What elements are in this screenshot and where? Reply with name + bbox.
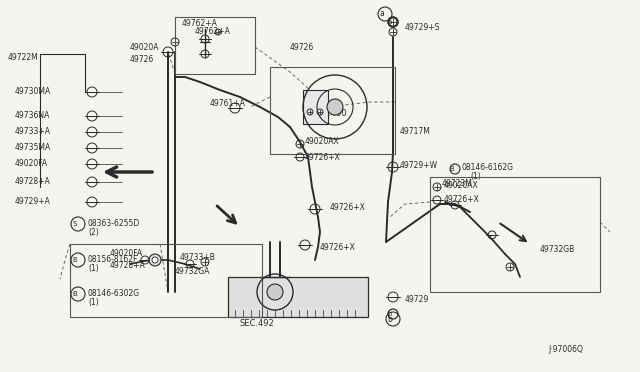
Text: 49732GA: 49732GA — [175, 267, 211, 276]
Text: 49728+A: 49728+A — [15, 177, 51, 186]
Text: a: a — [380, 10, 385, 19]
Text: 49733+B: 49733+B — [180, 253, 216, 263]
Circle shape — [149, 254, 161, 266]
Bar — [70, 244, 262, 317]
Text: 49762+A: 49762+A — [195, 28, 231, 36]
Text: (1): (1) — [470, 171, 481, 180]
Text: 49762+A: 49762+A — [182, 19, 218, 29]
Circle shape — [327, 99, 343, 115]
Text: 08156-8162F: 08156-8162F — [88, 256, 138, 264]
Text: 49733+A: 49733+A — [15, 128, 51, 137]
Text: SEC.492: SEC.492 — [240, 320, 275, 328]
Text: SEC.490: SEC.490 — [312, 109, 348, 119]
Text: a: a — [388, 19, 392, 25]
Text: (1): (1) — [88, 298, 99, 307]
Text: 49735MA: 49735MA — [15, 144, 51, 153]
Text: 49726+X: 49726+X — [305, 153, 341, 161]
Text: B: B — [450, 166, 454, 172]
Text: 49761+A: 49761+A — [210, 99, 246, 109]
Text: 08146-6302G: 08146-6302G — [88, 289, 140, 298]
Text: 49728+A: 49728+A — [110, 260, 146, 269]
Text: 49729: 49729 — [405, 295, 429, 304]
Text: 49726+X: 49726+X — [330, 202, 366, 212]
Text: B: B — [72, 257, 77, 263]
Text: b: b — [388, 311, 392, 317]
Text: 49717M: 49717M — [400, 128, 431, 137]
Text: 49020A: 49020A — [130, 42, 159, 51]
Text: 49020AX: 49020AX — [444, 182, 479, 190]
Text: 49732GB: 49732GB — [540, 244, 575, 253]
Text: b: b — [388, 314, 392, 324]
Bar — [303, 90, 328, 124]
Text: 49722M: 49722M — [8, 52, 39, 61]
Text: 08146-6162G: 08146-6162G — [462, 164, 514, 173]
Bar — [270, 67, 395, 154]
Text: (2): (2) — [88, 228, 99, 237]
Text: B: B — [72, 291, 77, 297]
Text: 49726: 49726 — [130, 55, 154, 64]
Text: 49020FA: 49020FA — [110, 250, 143, 259]
Text: 49736NA: 49736NA — [15, 112, 51, 121]
Text: S: S — [73, 221, 77, 227]
Text: 49723M: 49723M — [442, 180, 473, 189]
Text: 49729+W: 49729+W — [400, 160, 438, 170]
Text: 49730MA: 49730MA — [15, 87, 51, 96]
Bar — [430, 177, 600, 292]
Circle shape — [267, 284, 283, 300]
Text: 49726+X: 49726+X — [444, 195, 480, 203]
Text: 49729+S: 49729+S — [405, 22, 440, 32]
Text: 49729+A: 49729+A — [15, 198, 51, 206]
Bar — [175, 17, 255, 74]
Text: 49726+X: 49726+X — [320, 243, 356, 251]
Circle shape — [152, 257, 158, 263]
Text: 49726: 49726 — [290, 42, 314, 51]
Text: J·97006Q: J·97006Q — [548, 346, 583, 355]
Text: 49020AX: 49020AX — [305, 138, 340, 147]
Text: 08363-6255D: 08363-6255D — [88, 219, 140, 228]
Text: 49020FA: 49020FA — [15, 160, 48, 169]
Bar — [228, 277, 368, 317]
Text: (1): (1) — [88, 263, 99, 273]
